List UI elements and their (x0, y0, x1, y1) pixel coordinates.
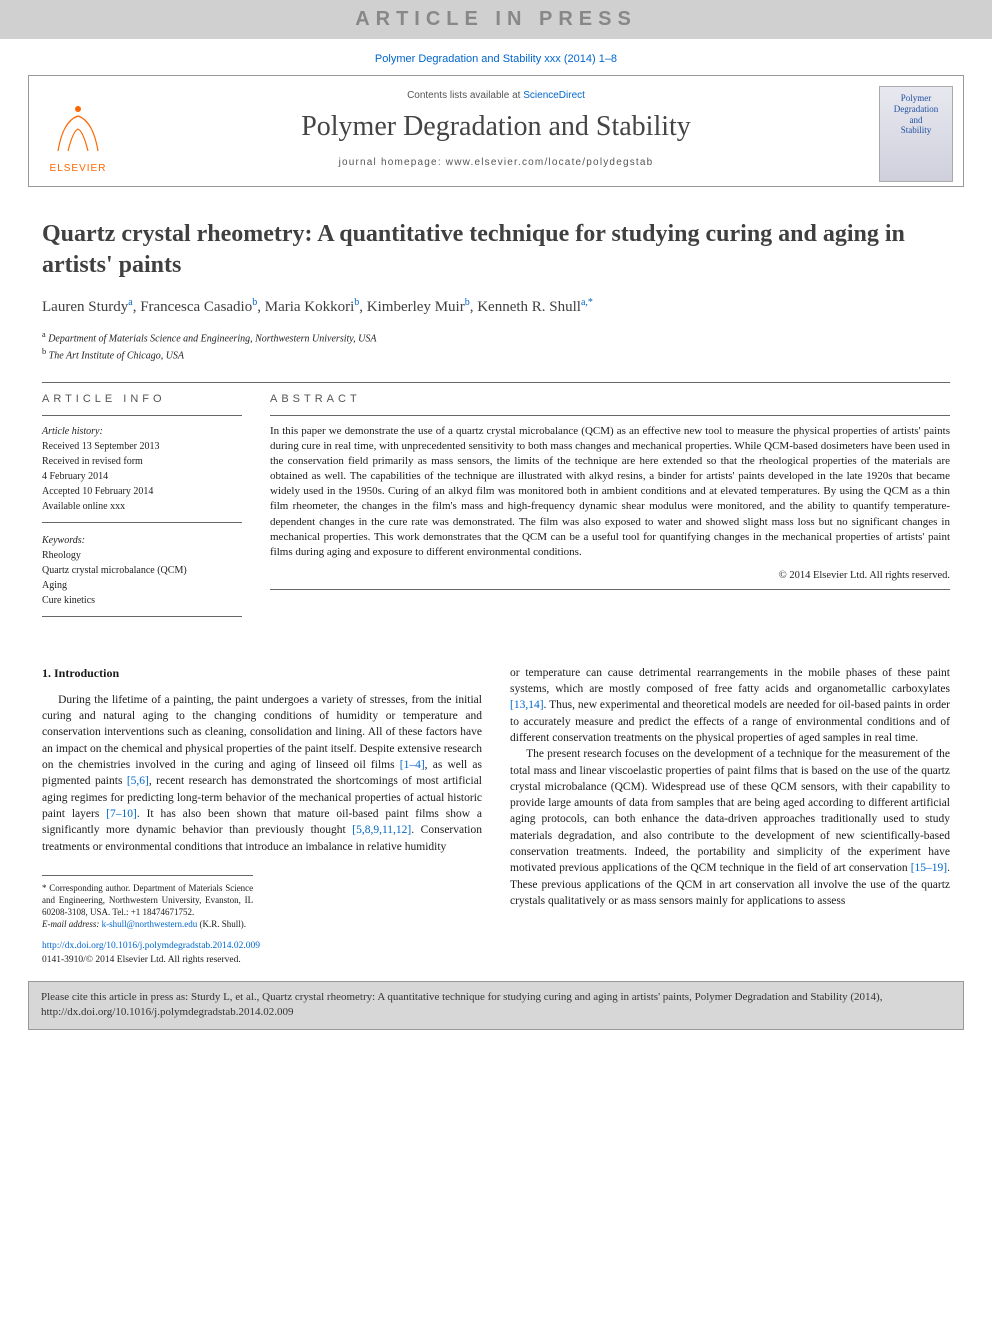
email-who: (K.R. Shull). (199, 919, 246, 929)
footnote-text: * Corresponding author. Department of Ma… (42, 882, 253, 918)
contents-pre: Contents lists available at (407, 90, 523, 101)
body-col-left: 1. Introduction During the lifetime of a… (42, 665, 482, 931)
rule (42, 382, 950, 383)
homepage-url[interactable]: www.elsevier.com/locate/polydegstab (446, 157, 654, 168)
rule (270, 589, 950, 590)
article-history: Article history: Received 13 September 2… (42, 424, 242, 514)
ref-link[interactable]: [5,8,9,11,12] (352, 824, 411, 836)
keyword: Quartz crystal microbalance (QCM) (42, 563, 242, 578)
keyword: Aging (42, 578, 242, 593)
rule (270, 415, 950, 416)
citation-header-line: Polymer Degradation and Stability xxx (2… (0, 39, 992, 75)
rule (42, 616, 242, 617)
cover-line: and (910, 115, 923, 126)
doi-link[interactable]: http://dx.doi.org/10.1016/j.polymdegrads… (42, 940, 992, 953)
abstract-head: ABSTRACT (270, 393, 950, 405)
article-title: Quartz crystal rheometry: A quantitative… (42, 219, 950, 281)
rule (42, 415, 242, 416)
body-paragraph: The present research focuses on the deve… (510, 746, 950, 909)
rule (42, 522, 242, 523)
body-text: or temperature can cause detrimental rea… (510, 667, 950, 695)
history-line: Received 13 September 2013 (42, 439, 242, 454)
journal-header-box: ELSEVIER Polymer Degradation and Stabili… (28, 75, 964, 187)
cover-line: Degradation (894, 104, 938, 115)
history-label: Article history: (42, 424, 242, 439)
ref-link[interactable]: [13,14] (510, 699, 544, 711)
issn-copyright: 0141-3910/© 2014 Elsevier Ltd. All right… (42, 954, 992, 967)
ref-link[interactable]: [1–4] (400, 759, 425, 771)
article-info-head: ARTICLE INFO (42, 393, 242, 405)
copyright-line: © 2014 Elsevier Ltd. All rights reserved… (270, 570, 950, 581)
email-label: E-mail address: (42, 919, 99, 929)
cover-line: Stability (901, 125, 932, 136)
journal-homepage-line: journal homepage: www.elsevier.com/locat… (139, 157, 853, 168)
elsevier-logo: ELSEVIER (39, 86, 117, 174)
keywords-block: Keywords: Rheology Quartz crystal microb… (42, 533, 242, 608)
keyword: Rheology (42, 548, 242, 563)
section-heading: 1. Introduction (42, 665, 482, 682)
abstract-column: ABSTRACT In this paper we demonstrate th… (270, 393, 950, 625)
cite-this-article-box: Please cite this article in press as: St… (28, 981, 964, 1030)
body-col-right: or temperature can cause detrimental rea… (510, 665, 950, 931)
abstract-text: In this paper we demonstrate the use of … (270, 424, 950, 561)
email-link[interactable]: k-shull@northwestern.edu (102, 919, 198, 929)
ref-link[interactable]: [7–10] (106, 808, 137, 820)
body-paragraph: During the lifetime of a painting, the p… (42, 692, 482, 855)
journal-cover-thumb: Polymer Degradation and Stability (879, 86, 953, 182)
elsevier-text: ELSEVIER (50, 163, 107, 174)
sciencedirect-link[interactable]: ScienceDirect (523, 90, 585, 101)
history-line: Available online xxx (42, 499, 242, 514)
doi-block: http://dx.doi.org/10.1016/j.polymdegrads… (42, 940, 992, 967)
ref-link[interactable]: [5,6] (127, 775, 149, 787)
contents-list-line: Contents lists available at ScienceDirec… (139, 90, 853, 101)
author-list: Lauren Sturdya, Francesca Casadiob, Mari… (42, 295, 950, 319)
history-line: 4 February 2014 (42, 469, 242, 484)
article-in-press-banner: ARTICLE IN PRESS (0, 0, 992, 39)
cover-line: Polymer (901, 93, 932, 104)
article-info-column: ARTICLE INFO Article history: Received 1… (42, 393, 242, 625)
keywords-label: Keywords: (42, 533, 242, 548)
journal-name: Polymer Degradation and Stability (139, 101, 853, 157)
ref-link[interactable]: [15–19] (911, 862, 947, 874)
body-text: The present research focuses on the deve… (510, 748, 950, 874)
body-text: . Thus, new experimental and theoretical… (510, 699, 950, 744)
body-two-column: 1. Introduction During the lifetime of a… (42, 665, 950, 931)
history-line: Accepted 10 February 2014 (42, 484, 242, 499)
keyword: Cure kinetics (42, 593, 242, 608)
corresponding-author-footnote: * Corresponding author. Department of Ma… (42, 875, 253, 931)
body-paragraph: or temperature can cause detrimental rea… (510, 665, 950, 747)
history-line: Received in revised form (42, 454, 242, 469)
homepage-pre: journal homepage: (339, 157, 446, 168)
affiliations: a Department of Materials Science and En… (42, 329, 950, 364)
